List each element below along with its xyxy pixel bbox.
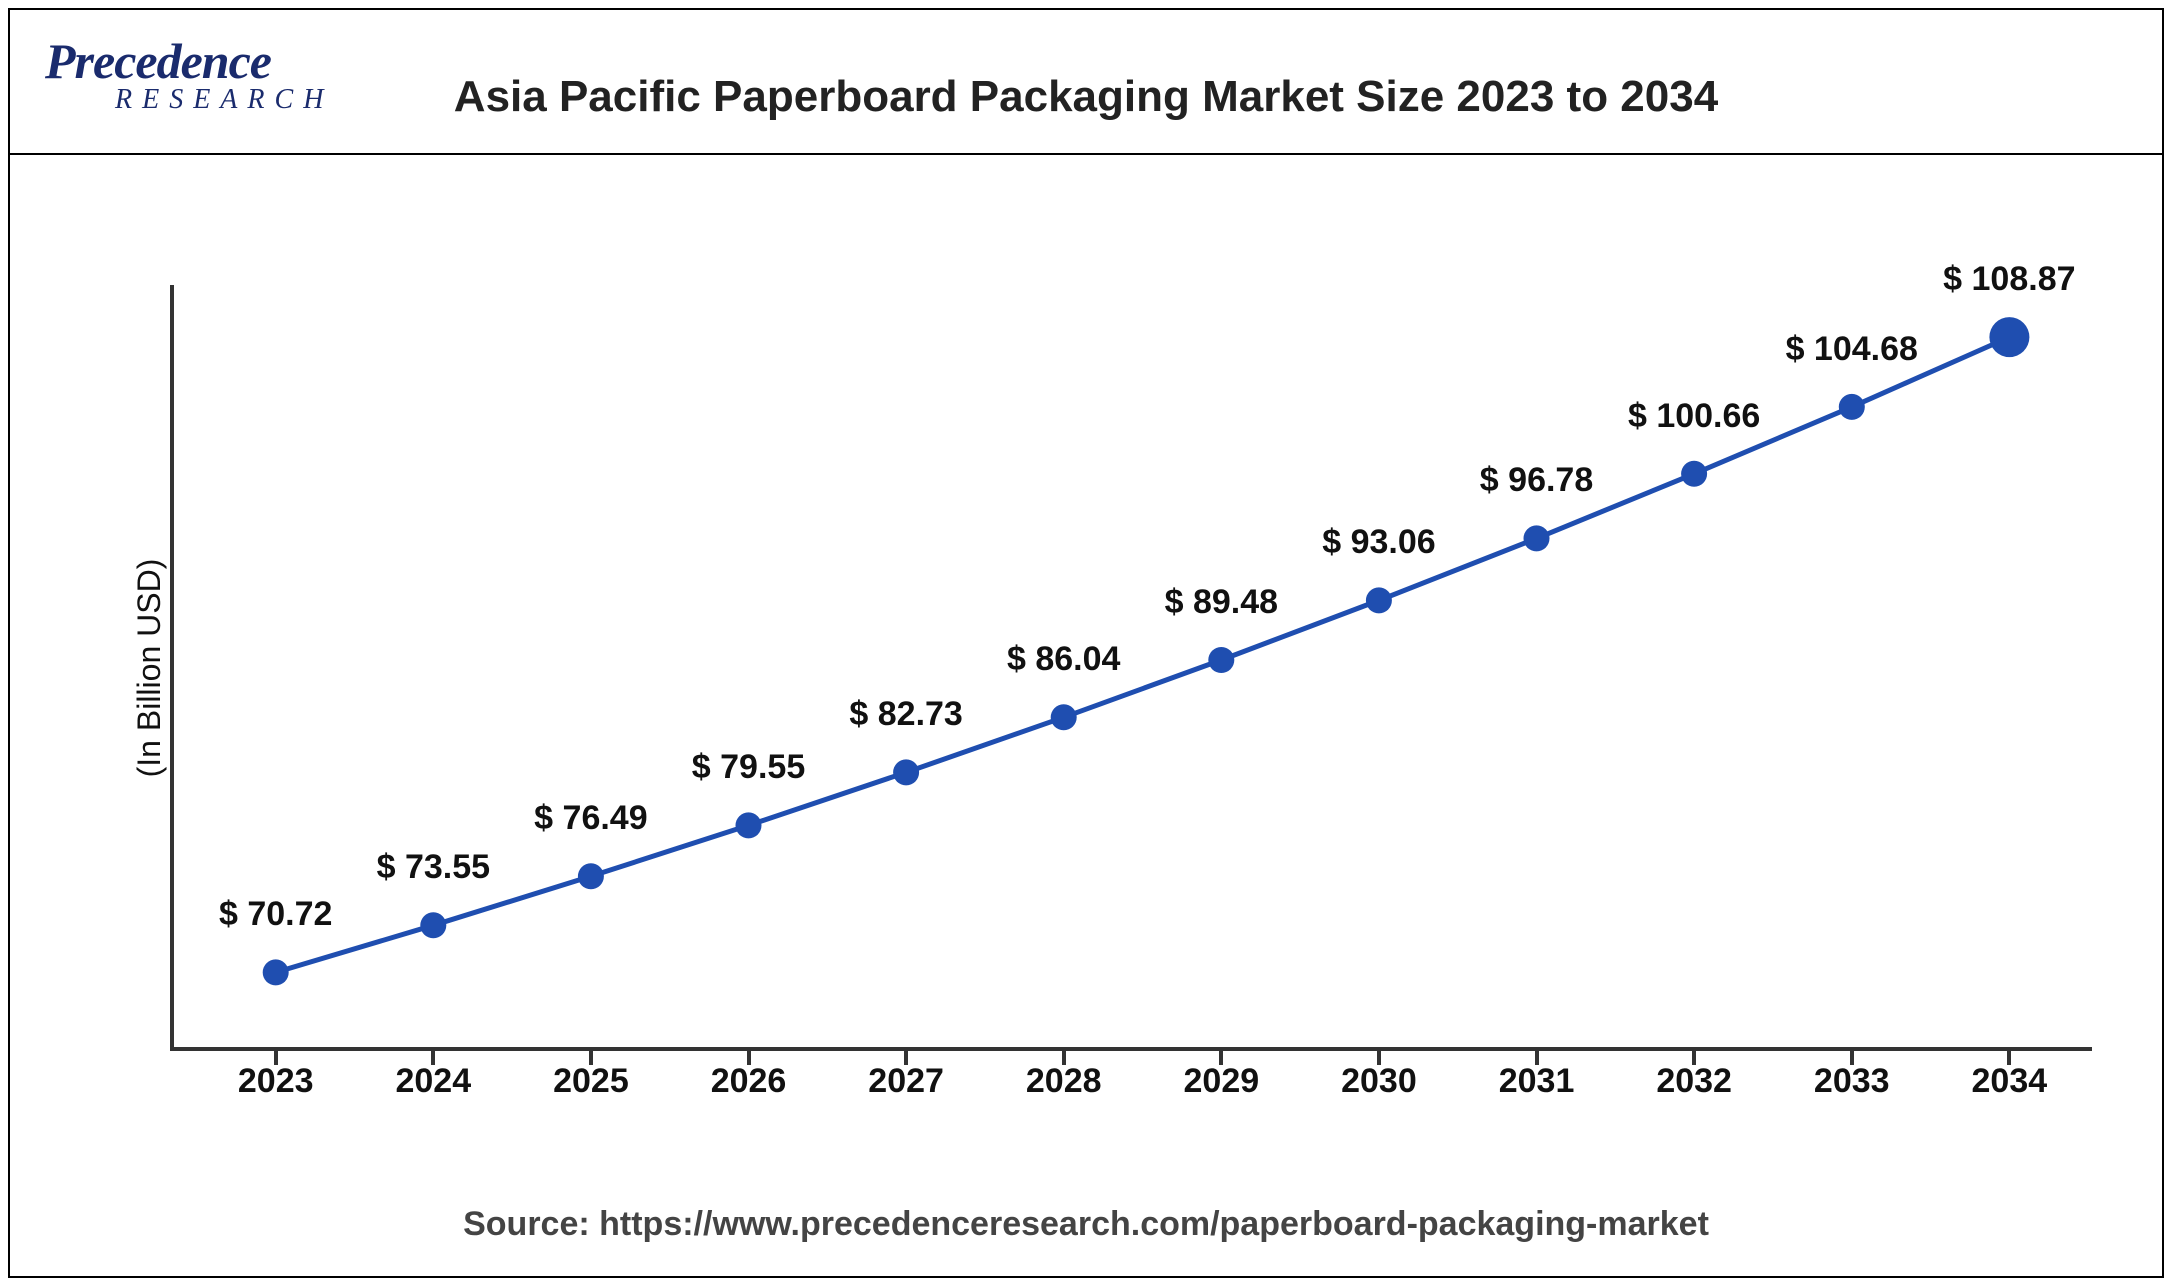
x-tick-label: 2028 <box>1026 1062 1102 1101</box>
data-point-label: $ 108.87 <box>1943 260 2075 299</box>
data-point-label: $ 89.48 <box>1165 583 1278 622</box>
x-tick-label: 2027 <box>868 1062 944 1101</box>
x-tick-label: 2024 <box>395 1062 471 1101</box>
data-point-label: $ 76.49 <box>534 799 647 838</box>
data-point-label: $ 73.55 <box>377 848 490 887</box>
chart-frame: Precedence RESEARCH Asia Pacific Paperbo… <box>8 8 2164 1278</box>
x-tick-label: 2032 <box>1656 1062 1732 1101</box>
y-axis-label: (In Billion USD) <box>131 559 168 778</box>
data-point-label: $ 104.68 <box>1786 330 1918 369</box>
data-point-label: $ 70.72 <box>219 895 332 934</box>
header: Precedence RESEARCH Asia Pacific Paperbo… <box>10 10 2162 155</box>
plot-region: $ 70.722023$ 73.552024$ 76.492025$ 79.55… <box>170 285 2092 1051</box>
data-point-label: $ 82.73 <box>849 695 962 734</box>
line-series-svg <box>170 285 2092 1051</box>
data-point-label: $ 100.66 <box>1628 397 1760 436</box>
chart-area: (In Billion USD) $ 70.722023$ 73.552024$… <box>10 155 2162 1181</box>
data-point-label: $ 86.04 <box>1007 640 1120 679</box>
x-tick-label: 2023 <box>238 1062 314 1101</box>
x-tick-label: 2025 <box>553 1062 629 1101</box>
x-tick-label: 2030 <box>1341 1062 1417 1101</box>
chart-title: Asia Pacific Paperboard Packaging Market… <box>10 72 2162 122</box>
x-tick-label: 2026 <box>711 1062 787 1101</box>
x-tick-label: 2033 <box>1814 1062 1890 1101</box>
x-tick-label: 2029 <box>1184 1062 1260 1101</box>
data-point-label: $ 79.55 <box>692 748 805 787</box>
data-point-label: $ 93.06 <box>1322 523 1435 562</box>
x-tick-label: 2034 <box>1972 1062 2048 1101</box>
data-point-label: $ 96.78 <box>1480 461 1593 500</box>
x-tick-label: 2031 <box>1499 1062 1575 1101</box>
source-citation: Source: https://www.precedenceresearch.c… <box>10 1205 2162 1244</box>
